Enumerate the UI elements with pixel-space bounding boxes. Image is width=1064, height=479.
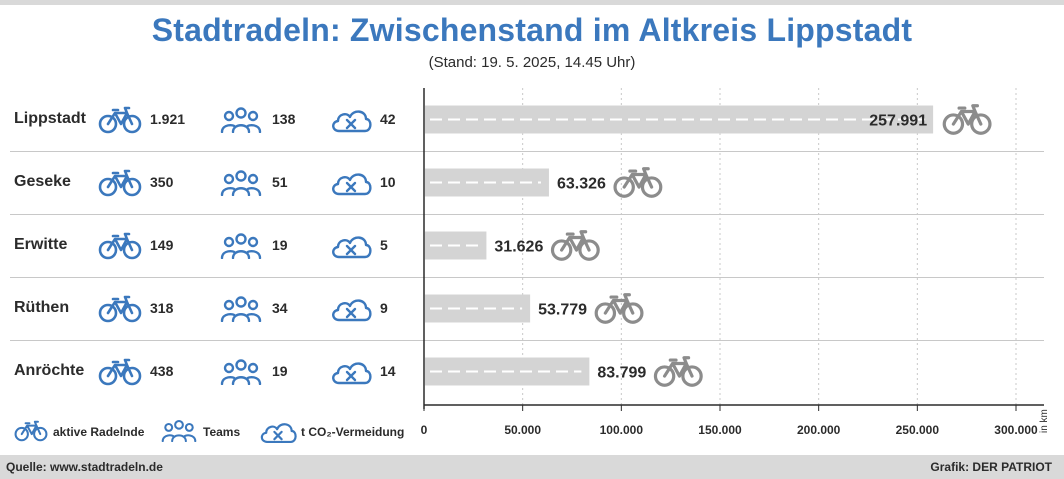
- legend-teams-label: Teams: [203, 425, 241, 439]
- source-note: Quelle: www.stadtradeln.de: [6, 460, 163, 474]
- riders-count: 1.921: [150, 110, 186, 127]
- credit-note: Grafik: DER PATRIOT: [930, 460, 1052, 474]
- bar-value-label: 257.991: [869, 113, 927, 130]
- riders-count: 350: [150, 173, 174, 190]
- row-name: Geseke: [14, 172, 71, 190]
- teams-count: 34: [272, 299, 288, 316]
- bicycle-icon: [942, 104, 992, 135]
- bicycle-icon: [550, 230, 600, 261]
- bicycle-icon: [14, 420, 48, 442]
- row-divider: [10, 277, 1044, 278]
- distance-bar-chart: 0 50.000 100.000 150.000 200.000 250.000 300.0…: [421, 88, 1044, 437]
- co2-count: 5: [380, 236, 388, 253]
- row-divider: [10, 151, 1044, 152]
- co2-count: 10: [380, 173, 396, 190]
- bicycle-icon: [594, 293, 644, 324]
- row-divider: [10, 340, 1044, 341]
- co2-count: 14: [380, 362, 396, 379]
- bar-value-label: 53.779: [538, 302, 587, 319]
- x-tick-label: 50.000: [504, 423, 541, 437]
- co2-count: 9: [380, 299, 388, 316]
- x-tick-label: 150.000: [698, 423, 742, 437]
- teams-count: 19: [272, 236, 288, 253]
- bar: [425, 105, 934, 134]
- page-title: Stadtradeln: Zwischenstand im Altkreis L…: [151, 12, 913, 48]
- riders-count: 149: [150, 236, 174, 253]
- row-name: Lippstadt: [14, 109, 86, 127]
- x-tick-label: 100.000: [600, 423, 644, 437]
- bar-value-label: 83.799: [597, 365, 646, 382]
- bar-value-label: 63.326: [557, 176, 606, 193]
- riders-count: 318: [150, 299, 174, 316]
- teams-count: 138: [272, 110, 296, 127]
- legend-co2-label: t CO₂-Vermeidung: [301, 425, 405, 439]
- co2-cloud-icon: [258, 418, 298, 444]
- x-tick-label: 200.000: [797, 423, 841, 437]
- row-name: Anröchte: [14, 361, 85, 379]
- footer-bar: Quelle: www.stadtradeln.de Grafik: DER P…: [0, 455, 1064, 479]
- co2-count: 42: [380, 110, 396, 127]
- axis-unit-label: in km: [1039, 409, 1050, 433]
- team-icon: [160, 418, 198, 442]
- legend-riders-label: aktive Radelnde: [53, 425, 145, 439]
- teams-count: 51: [272, 173, 288, 190]
- teams-count: 19: [272, 362, 288, 379]
- riders-count: 438: [150, 362, 174, 379]
- top-border: [0, 0, 1064, 5]
- page-subtitle: (Stand: 19. 5. 2025, 14.45 Uhr): [428, 54, 636, 71]
- x-tick-label: 250.000: [896, 423, 940, 437]
- row-divider: [10, 214, 1044, 215]
- row-name: Erwitte: [14, 235, 68, 253]
- bicycle-icon: [613, 167, 663, 198]
- bar-value-label: 31.626: [494, 239, 543, 256]
- x-tick-label: 300.000: [994, 423, 1038, 437]
- x-tick-label: 0: [421, 423, 428, 437]
- bicycle-icon: [653, 356, 703, 387]
- row-name: Rüthen: [14, 298, 70, 316]
